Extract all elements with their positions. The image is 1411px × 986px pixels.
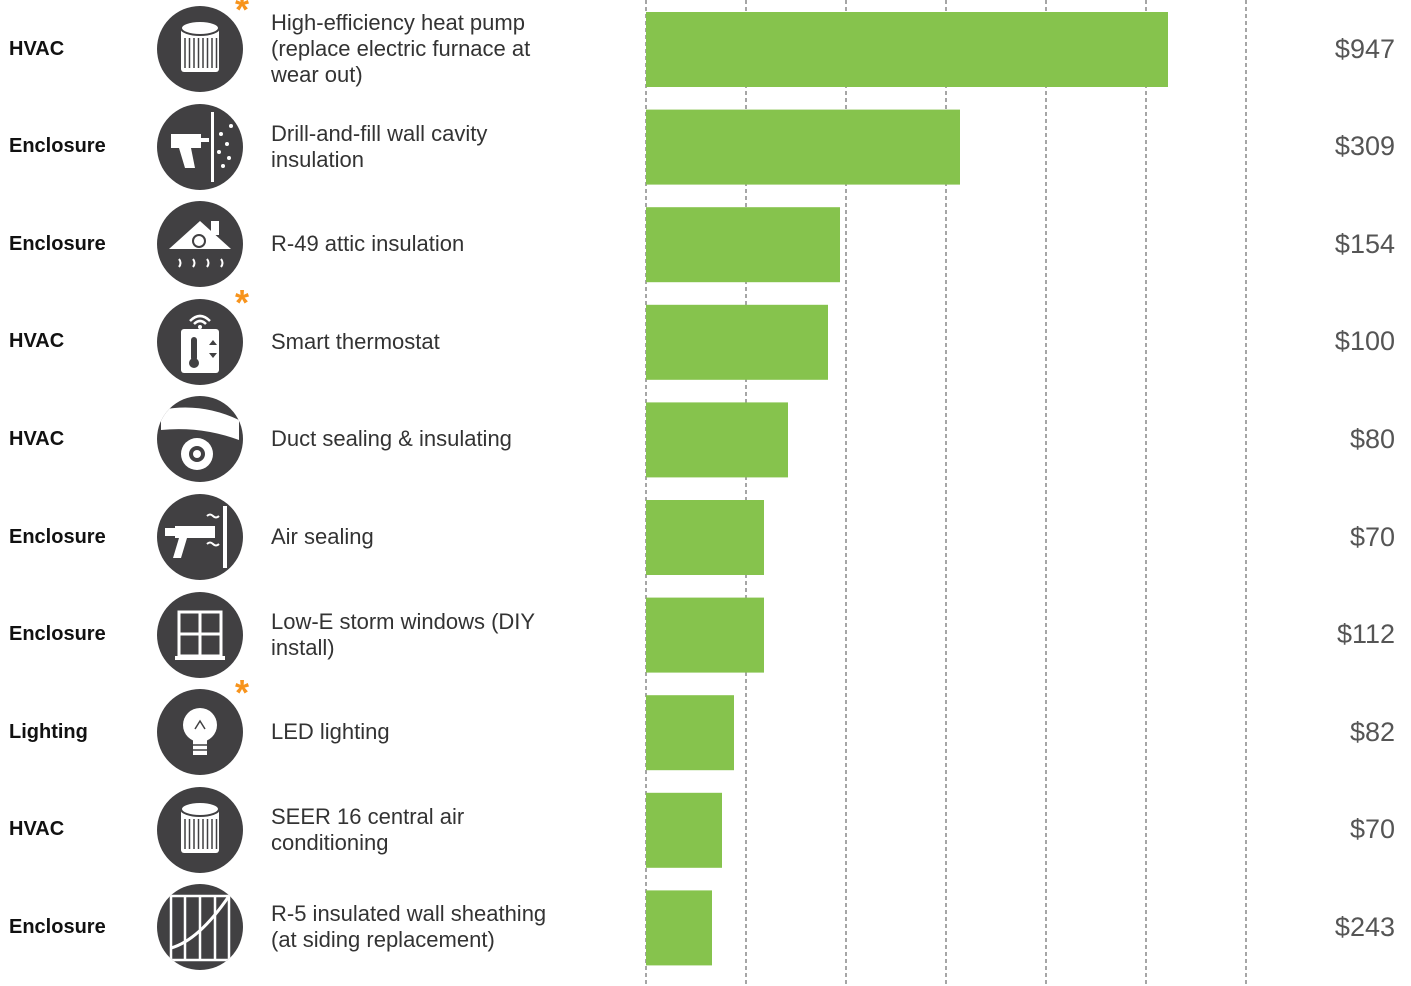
bar [646, 597, 764, 673]
category-group-label: Lighting [9, 720, 88, 743]
value-label: $80 [1349, 423, 1395, 454]
category-group-label: Enclosure [9, 623, 106, 646]
chart-row: Enclosure Air sealing $70 [0, 488, 1411, 586]
chart-row: HVAC Duct sealing & insulating $80 [0, 390, 1411, 488]
chart-row: Enclosure Drill-and-fill wall cavity insu… [0, 98, 1411, 196]
measure-label: High-efficiency heat pump (replace elect… [271, 10, 531, 87]
chart-row: Lighting * LED lighting $82 [0, 675, 1411, 781]
value-label: $947 [1334, 33, 1395, 64]
value-label: $243 [1334, 911, 1395, 942]
asterisk-icon: * [235, 281, 250, 323]
bar [646, 207, 840, 283]
chart-row: HVAC SEER 16 central air conditioning $70 [0, 781, 1411, 879]
category-group-label: Enclosure [9, 915, 106, 938]
asterisk-icon: * [235, 0, 250, 30]
chart-row: HVAC * Smart thermostat $100 [0, 284, 1411, 391]
bar [646, 109, 960, 185]
bar [646, 695, 734, 771]
measure-label: SEER 16 central air conditioning [271, 803, 465, 855]
bar [646, 304, 828, 380]
window-icon [157, 591, 243, 678]
category-group-label: Enclosure [9, 135, 106, 158]
category-group-label: HVAC [9, 818, 65, 841]
value-label: $100 [1334, 326, 1395, 357]
chart-row: Enclosure Low-E storm windows (DIY instal… [0, 586, 1411, 684]
led-bulb-icon [157, 689, 243, 776]
asterisk-icon: * [235, 672, 250, 714]
measure-label: Air sealing [271, 524, 374, 549]
attic-insulation-icon [157, 201, 243, 288]
chart-row: Enclosure R-5 insulated wall sheathing (a… [0, 878, 1411, 976]
chart-row: HVAC * High-efficiency heat pump (replace … [0, 0, 1411, 98]
measure-label: R-5 insulated wall sheathing (at siding … [271, 901, 547, 953]
ac-unit-icon [157, 6, 243, 92]
thermostat-icon [157, 298, 243, 385]
category-group-label: Enclosure [9, 232, 106, 255]
bar [646, 500, 764, 575]
bar [646, 890, 712, 966]
bar [646, 792, 722, 868]
value-label: $70 [1349, 521, 1395, 552]
measure-label: Duct sealing & insulating [271, 426, 512, 452]
measure-label: Smart thermostat [271, 328, 440, 354]
drill-insulation-icon [157, 103, 243, 190]
value-label: $112 [1336, 619, 1395, 650]
value-label: $82 [1349, 716, 1395, 747]
caulk-gun-icon [157, 494, 243, 580]
value-label: $309 [1334, 131, 1395, 162]
bar [646, 402, 788, 478]
value-label: $70 [1349, 814, 1395, 845]
category-group-label: HVAC [9, 330, 65, 353]
measure-label: LED lighting [271, 719, 390, 745]
measure-label: Low-E storm windows (DIY install) [271, 608, 535, 660]
bar [646, 12, 1168, 87]
category-group-label: Enclosure [9, 525, 106, 548]
duct-tape-icon [157, 396, 243, 483]
chart-row: Enclosure R-49 attic insulation $154 [0, 195, 1411, 293]
wall-sheathing-icon [157, 884, 243, 971]
value-label: $154 [1334, 228, 1395, 259]
category-group-label: HVAC [9, 427, 65, 450]
ac-unit-icon [157, 786, 243, 873]
measure-label: Drill-and-fill wall cavity insulation [271, 120, 488, 172]
measure-label: R-49 attic insulation [271, 231, 465, 257]
category-group-label: HVAC [9, 37, 65, 60]
